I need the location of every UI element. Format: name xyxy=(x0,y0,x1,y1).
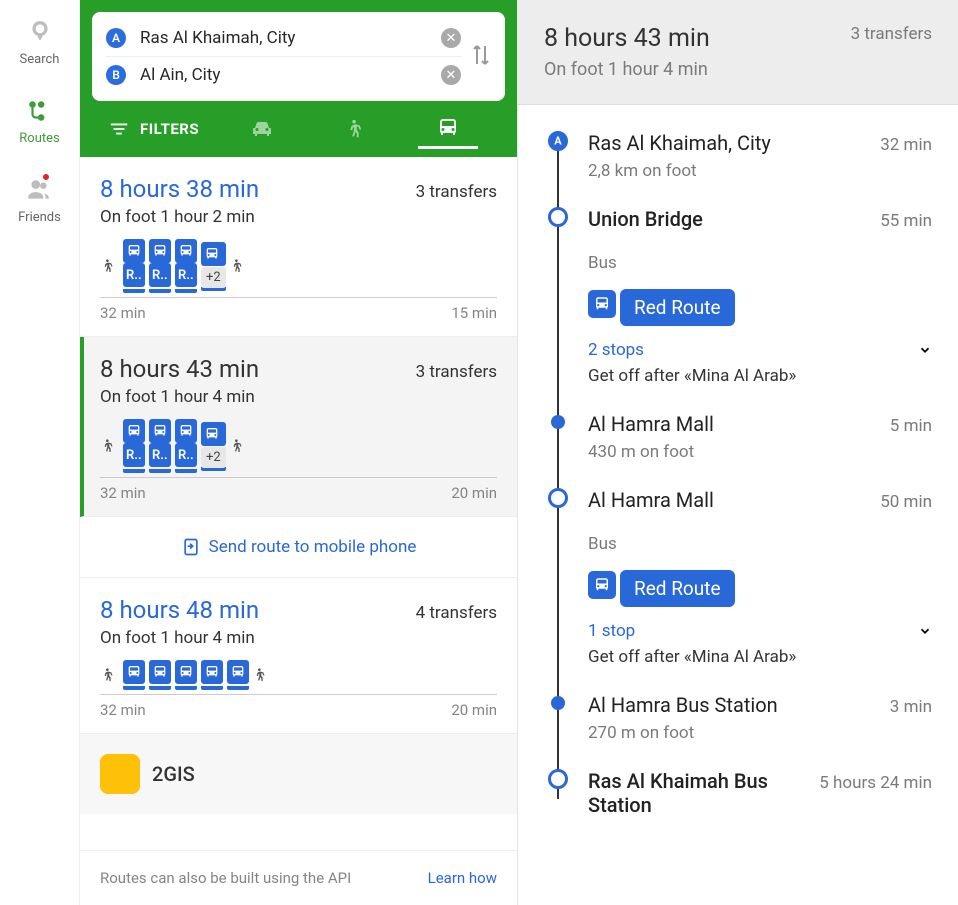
route-segments: R.. R.. R.. +2 xyxy=(100,239,497,293)
swap-button[interactable] xyxy=(471,41,491,73)
send-mobile-label: Send route to mobile phone xyxy=(209,537,417,557)
nav-friends-label: Friends xyxy=(18,210,61,225)
bus-seg xyxy=(123,239,145,263)
start-leg-time: 32 min xyxy=(100,304,146,322)
route-inputs: A ✕ B ✕ xyxy=(92,12,505,101)
bus-seg xyxy=(149,239,171,263)
mode-transit[interactable] xyxy=(418,109,478,149)
stop-dot xyxy=(548,207,568,227)
step-title: Ras Al Khaimah, City xyxy=(588,131,771,155)
api-bar: Routes can also be built using the API L… xyxy=(80,850,517,905)
bus-icon xyxy=(436,116,460,140)
minor-dot xyxy=(551,696,565,710)
step-bus-station-2: Ras Al Khaimah Bus Station5 hours 24 min xyxy=(548,769,932,843)
search-header: A ✕ B ✕ FILTERS xyxy=(80,0,517,157)
step-time: 32 min xyxy=(880,135,932,155)
route-detail-panel: 8 hours 43 min On foot 1 hour 4 min 3 tr… xyxy=(518,0,958,905)
nav-friends[interactable]: Friends xyxy=(18,176,61,225)
stop-dot xyxy=(548,769,568,789)
route-option-1[interactable]: 8 hours 38 min 3 transfers On foot 1 hour… xyxy=(80,157,517,337)
walk-seg-icon xyxy=(100,256,116,276)
route-badge[interactable]: Red Route xyxy=(620,289,735,326)
stops-expand[interactable]: 2 stops xyxy=(588,340,932,360)
route-walk: On foot 1 hour 4 min xyxy=(100,387,497,407)
stops-count: 2 stops xyxy=(588,340,644,360)
minor-dot xyxy=(551,415,565,429)
promo-card[interactable]: 2GIS xyxy=(80,734,517,814)
step-bus-station-1: Al Hamra Bus Station3 min 270 m on foot xyxy=(548,693,932,769)
mode-walk[interactable] xyxy=(325,109,385,149)
route-duration: 8 hours 38 min xyxy=(100,175,259,203)
route-transfers: 3 transfers xyxy=(416,182,497,202)
nav-routes-label: Routes xyxy=(19,131,59,146)
step-start: A Ras Al Khaimah, City 32 min 2,8 km on f… xyxy=(548,131,932,207)
filters-label: FILTERS xyxy=(140,120,199,138)
route-option-2[interactable]: 8 hours 43 min 3 transfers On foot 1 hour… xyxy=(80,337,517,517)
from-input[interactable] xyxy=(140,28,441,48)
send-to-mobile[interactable]: Send route to mobile phone xyxy=(80,517,517,578)
to-row: B ✕ xyxy=(106,56,461,93)
step-al-hamra-2: Al Hamra Mall50 min Bus Red Route 1 stop… xyxy=(548,488,932,693)
chevron-down-icon xyxy=(918,343,932,357)
routes-panel: A ✕ B ✕ FILTERS xyxy=(80,0,518,905)
routes-icon xyxy=(25,97,53,125)
step-union-bridge: Union Bridge55 min Bus Red Route 2 stops… xyxy=(548,207,932,412)
bus-route-icon xyxy=(588,290,616,318)
walk-seg-icon xyxy=(229,256,245,276)
bus-route-icon xyxy=(588,571,616,599)
from-row: A ✕ xyxy=(106,20,461,56)
api-learn-link[interactable]: Learn how xyxy=(428,869,497,887)
route-duration: 8 hours 48 min xyxy=(100,596,259,624)
route-walk: On foot 1 hour 2 min xyxy=(100,207,497,227)
end-leg-time: 15 min xyxy=(451,304,497,322)
bus-seg xyxy=(201,242,226,266)
point-a-badge: A xyxy=(106,28,126,48)
side-nav: Search Routes Friends xyxy=(0,0,80,905)
notification-dot xyxy=(41,172,51,182)
filter-icon xyxy=(108,118,130,140)
detail-transfers: 3 transfers xyxy=(851,24,932,44)
route-segments: R.. R.. R.. +2 xyxy=(100,419,497,473)
api-text: Routes can also be built using the API xyxy=(100,869,351,887)
getoff-text: Get off after «Mina Al Arab» xyxy=(588,366,932,386)
detail-walk: On foot 1 hour 4 min xyxy=(544,59,710,80)
results-list: 8 hours 38 min 3 transfers On foot 1 hour… xyxy=(80,157,517,850)
filters-row: FILTERS xyxy=(92,101,505,157)
promo-brand: 2GIS xyxy=(152,762,195,786)
promo-app-icon xyxy=(100,754,140,794)
nav-routes[interactable]: Routes xyxy=(19,97,59,146)
route-option-3[interactable]: 8 hours 48 min 4 transfers On foot 1 hour… xyxy=(80,578,517,734)
stops-expand[interactable]: 1 stop xyxy=(588,621,932,641)
send-icon xyxy=(181,537,201,557)
route-segments xyxy=(100,660,497,690)
nav-search[interactable]: Search xyxy=(20,18,60,67)
detail-duration: 8 hours 43 min xyxy=(544,24,710,53)
clear-from-button[interactable]: ✕ xyxy=(441,28,461,48)
route-steps: A Ras Al Khaimah, City 32 min 2,8 km on f… xyxy=(518,105,958,869)
bus-seg xyxy=(175,239,197,263)
detail-header: 8 hours 43 min On foot 1 hour 4 min 3 tr… xyxy=(518,0,958,105)
filters-button[interactable]: FILTERS xyxy=(102,118,205,140)
search-icon xyxy=(26,18,54,46)
nav-search-label: Search xyxy=(20,52,60,67)
car-icon xyxy=(250,117,274,141)
chevron-down-icon xyxy=(918,624,932,638)
step-sub: 2,8 km on foot xyxy=(588,161,932,181)
point-b-badge: B xyxy=(106,65,126,85)
point-a-dot: A xyxy=(548,131,568,151)
mode-car[interactable] xyxy=(232,109,292,149)
bus-label: Bus xyxy=(588,253,932,273)
stop-dot xyxy=(548,488,568,508)
route-walk: On foot 1 hour 4 min xyxy=(100,628,497,648)
to-input[interactable] xyxy=(140,65,441,85)
step-al-hamra-1: Al Hamra Mall5 min 430 m on foot xyxy=(548,412,932,488)
clear-to-button[interactable]: ✕ xyxy=(441,65,461,85)
route-transfers: 3 transfers xyxy=(416,362,497,382)
transport-modes xyxy=(215,109,495,149)
walk-icon xyxy=(344,118,366,140)
route-transfers: 4 transfers xyxy=(416,603,497,623)
route-duration: 8 hours 43 min xyxy=(100,355,259,383)
route-badge[interactable]: Red Route xyxy=(620,570,735,607)
